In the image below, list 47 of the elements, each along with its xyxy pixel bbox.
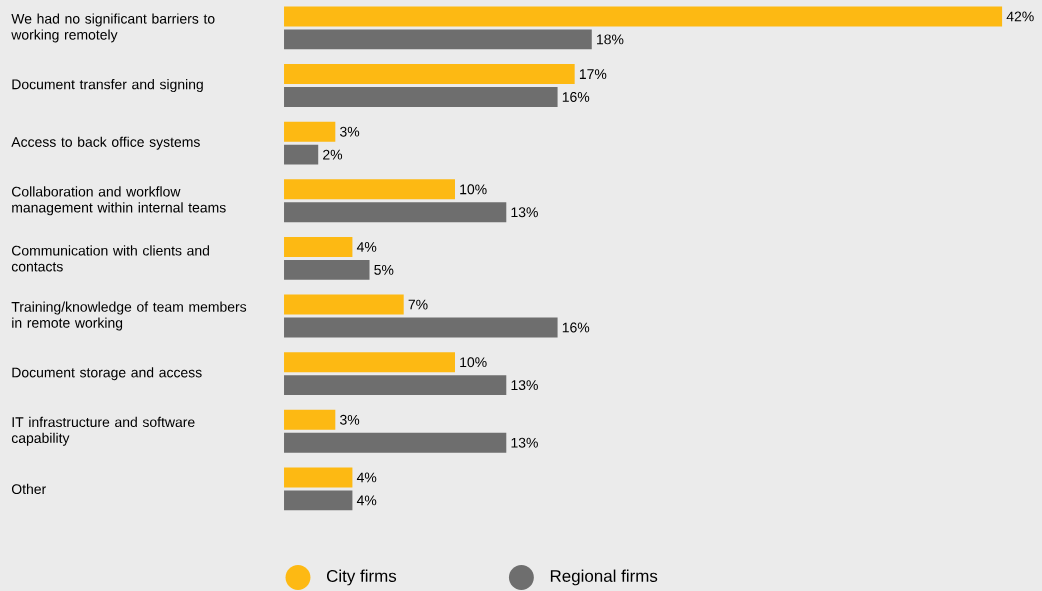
- bar: [284, 29, 592, 50]
- data-label: 7%: [408, 299, 428, 310]
- data-label: 10%: [460, 357, 487, 367]
- data-label: 17%: [579, 68, 607, 79]
- data-label: 4%: [356, 472, 377, 483]
- bar: [284, 352, 455, 372]
- bar: [284, 236, 353, 257]
- data-label: 13%: [511, 379, 538, 390]
- y-tick-label: Collaboration and workflow management within internal teams: [11, 186, 226, 216]
- data-label: 4%: [356, 241, 377, 252]
- y-tick-label: IT infrastructure and software capability: [11, 416, 195, 446]
- bar: [284, 202, 507, 223]
- legend-label: City firms: [326, 569, 397, 586]
- y-tick-label: We had no significant barriers to working remotely: [11, 13, 215, 43]
- bar: [284, 259, 370, 280]
- bar: [284, 490, 353, 511]
- data-label: 16%: [562, 91, 590, 102]
- y-tick-label: Training/knowledge of team members in remote working: [11, 301, 247, 331]
- data-label: 18%: [597, 34, 624, 45]
- bar: [284, 467, 353, 488]
- y-tick-label: Other: [11, 483, 46, 494]
- bar: [284, 6, 1003, 27]
- data-label: 42%: [1006, 11, 1034, 22]
- legend-label: Regional firms: [550, 569, 658, 586]
- data-label: 16%: [562, 322, 590, 333]
- bar: [284, 374, 507, 395]
- data-label: 4%: [356, 495, 377, 506]
- bar: [284, 294, 404, 315]
- y-tick-label: Access to back office systems: [11, 136, 200, 150]
- bar: [284, 86, 558, 107]
- bar: [284, 409, 336, 430]
- data-label: 2%: [323, 149, 343, 160]
- data-label: 13%: [511, 207, 538, 218]
- bar: [284, 317, 558, 338]
- data-label: 10%: [460, 184, 487, 195]
- bar: [284, 121, 336, 142]
- y-tick-label: Document transfer and signing: [12, 78, 203, 92]
- y-tick-label: Document storage and access: [12, 366, 202, 380]
- bar: [284, 432, 507, 453]
- y-tick-label: Communication with clients and contacts: [11, 245, 210, 272]
- bar: [284, 144, 319, 165]
- data-label: 5%: [374, 264, 394, 275]
- bar: [284, 63, 575, 84]
- bar: [284, 179, 455, 200]
- data-label: 3%: [340, 414, 360, 425]
- data-label: 3%: [340, 126, 360, 137]
- data-label: 13%: [511, 437, 538, 448]
